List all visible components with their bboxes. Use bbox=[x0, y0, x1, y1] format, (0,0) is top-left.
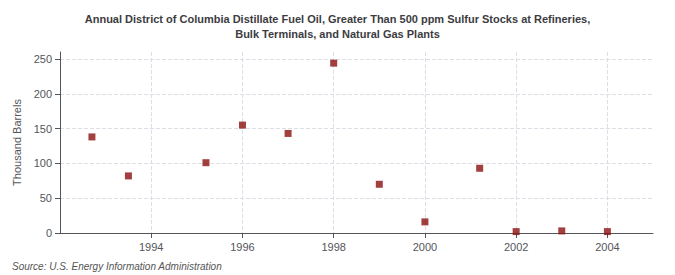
svg-text:0: 0 bbox=[46, 227, 52, 239]
svg-text:Source: U.S. Energy Informatio: Source: U.S. Energy Information Administ… bbox=[12, 261, 222, 272]
svg-text:2002: 2002 bbox=[504, 241, 528, 253]
svg-text:Bulk Terminals, and Natural Ga: Bulk Terminals, and Natural Gas Plants bbox=[235, 28, 440, 40]
svg-text:100: 100 bbox=[34, 157, 52, 169]
svg-text:1996: 1996 bbox=[230, 241, 254, 253]
svg-text:150: 150 bbox=[34, 123, 52, 135]
svg-text:200: 200 bbox=[34, 88, 52, 100]
svg-text:Thousand Barrels: Thousand Barrels bbox=[11, 99, 23, 186]
svg-text:2004: 2004 bbox=[595, 241, 619, 253]
svg-text:Annual District of Columbia Di: Annual District of Columbia Distillate F… bbox=[85, 13, 591, 25]
svg-text:2000: 2000 bbox=[413, 241, 437, 253]
svg-text:1994: 1994 bbox=[139, 241, 163, 253]
svg-text:1998: 1998 bbox=[321, 241, 345, 253]
svg-text:250: 250 bbox=[34, 53, 52, 65]
svg-text:50: 50 bbox=[40, 192, 52, 204]
